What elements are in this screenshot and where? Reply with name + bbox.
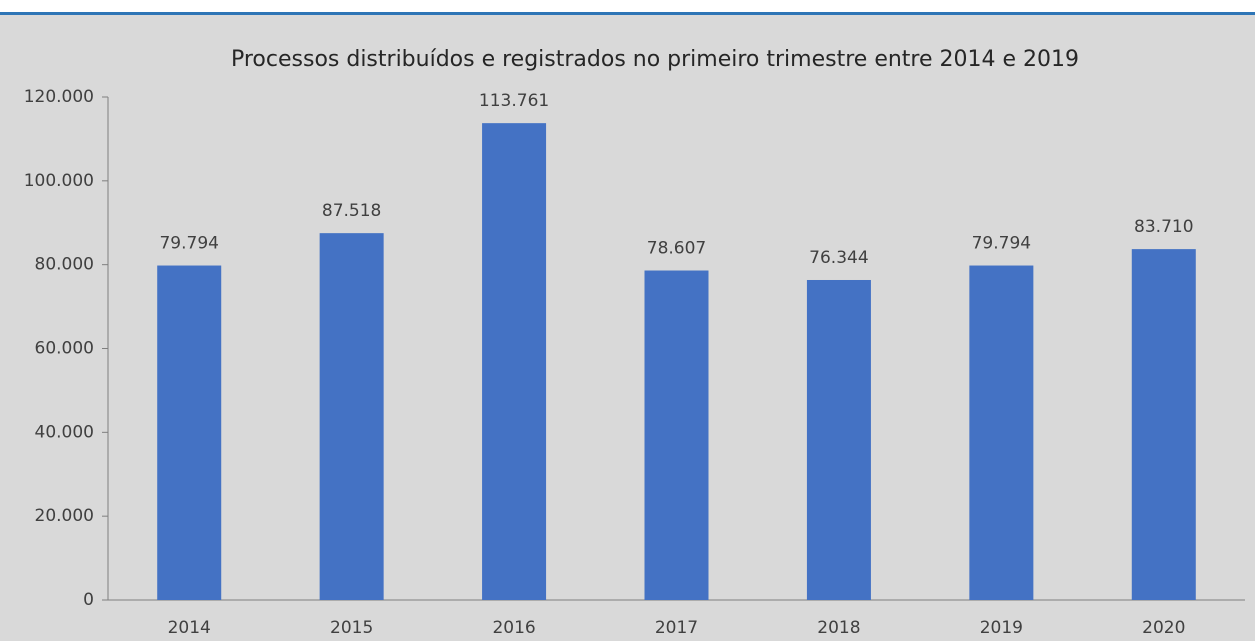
bar <box>806 279 871 600</box>
value-label: 78.607 <box>647 239 706 259</box>
value-label: 87.518 <box>322 201 381 221</box>
x-tick-label: 2016 <box>492 618 535 638</box>
y-tick-label: 80.000 <box>35 255 94 275</box>
x-tick-label: 2020 <box>1142 618 1185 638</box>
y-tick-label: 100.000 <box>24 171 94 191</box>
top-strip <box>0 0 1255 12</box>
x-tick-label: 2014 <box>168 618 211 638</box>
y-tick-label: 40.000 <box>35 422 94 442</box>
y-tick-label: 60.000 <box>35 339 94 359</box>
x-tick-label: 2019 <box>980 618 1023 638</box>
chart-title: Processos distribuídos e registrados no … <box>231 47 1079 72</box>
bar <box>644 270 709 600</box>
y-tick-label: 0 <box>83 590 94 610</box>
bar <box>157 265 222 600</box>
value-label: 79.794 <box>972 234 1031 254</box>
bar <box>969 265 1034 600</box>
value-label: 113.761 <box>479 91 549 111</box>
bar <box>319 233 384 600</box>
top-rule <box>0 12 1255 15</box>
x-tick-label: 2018 <box>817 618 860 638</box>
value-label: 83.710 <box>1134 217 1193 237</box>
y-tick-label: 20.000 <box>35 506 94 526</box>
value-label: 76.344 <box>809 248 868 268</box>
value-label: 79.794 <box>159 234 218 254</box>
x-tick-label: 2017 <box>655 618 698 638</box>
y-tick-label: 120.000 <box>24 87 94 107</box>
x-tick-label: 2015 <box>330 618 373 638</box>
bar <box>1131 249 1196 600</box>
bar <box>482 123 547 601</box>
